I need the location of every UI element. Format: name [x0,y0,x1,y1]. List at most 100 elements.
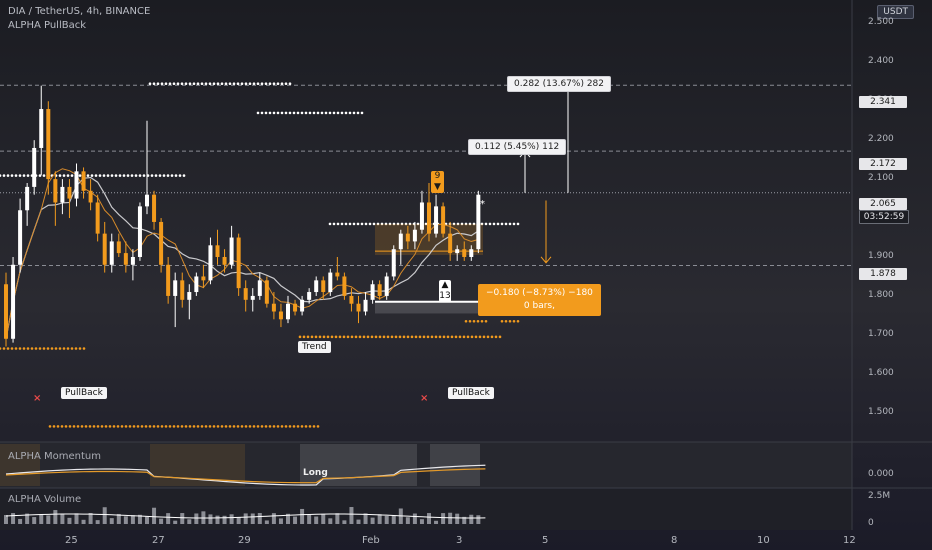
level-dot [98,174,102,177]
support-dot [272,425,276,428]
support-dot [326,335,330,339]
support-dot [312,425,316,428]
candle-body [370,284,375,300]
support-dot [248,425,252,428]
price-label-2172: 2.172 [859,158,907,170]
level-dot [134,174,138,177]
candle-body [398,233,403,250]
price-tick: 2.100 [868,173,894,184]
support-dot [224,425,228,428]
drop-measure-line2: 0 bars, [523,301,555,311]
support-dot [46,347,50,350]
drop-measure-label[interactable]: −0.180 (−8.73%) −180 0 bars, [478,284,601,316]
level-dot [220,82,224,86]
level-dot [292,111,296,115]
level-dot [148,82,152,86]
level-dot [348,222,352,226]
level-dot [284,111,288,115]
support-dot [228,425,232,428]
support-dot [504,319,508,323]
volume-bar [137,514,142,524]
support-dot [140,425,144,428]
level-dot [400,222,404,226]
volume-bar [102,507,107,524]
volume-bar [356,519,361,524]
level-dot [130,174,134,177]
candle-body [384,276,389,296]
support-dot [196,425,200,428]
time-tick: 12 [843,535,856,546]
support-dot [454,335,458,339]
support-dot [18,347,22,350]
support-dot [434,335,438,339]
candle-body [328,272,333,293]
support-dot [422,335,426,339]
arrow-head [540,256,552,264]
level-dot [208,82,212,86]
support-dot [346,335,350,339]
momentum-shade [0,444,40,486]
support-dot [362,335,366,339]
support-dot [204,425,208,428]
candle-body [67,186,72,199]
candle-body [321,280,326,293]
support-dot [10,347,14,350]
candle-body [88,190,93,203]
support-dot [74,347,78,350]
level-dot [252,82,256,86]
candle-body [476,194,481,250]
support-dot [96,425,100,428]
support-dot [88,425,92,428]
candle-body [229,237,234,265]
support-dot [310,335,314,339]
support-dot [406,335,410,339]
level-dot [204,82,208,86]
support-dot [58,347,62,350]
candle-body [377,284,382,296]
price-tick: 1.900 [868,250,894,261]
level-dot [244,82,248,86]
level-dot [512,222,516,226]
cross-icon: × [33,393,42,404]
level-dot [256,82,260,86]
volume-bar [307,515,312,524]
support-dot [302,335,306,339]
support-dot [314,335,318,339]
support-dot [450,335,454,339]
support-dot [200,425,204,428]
support-dot [116,425,120,428]
time-tick: 5 [542,535,549,546]
price-tick: 2.400 [868,56,894,67]
support-dot [468,319,472,323]
candle-body [46,109,51,180]
volume-bar [328,518,333,524]
support-dot [260,425,264,428]
momentum-shade [365,444,387,486]
volume-bar [180,513,185,524]
level-dot [288,82,292,86]
level-dot [212,82,216,86]
volume-axis-top: 2.5M [868,491,891,501]
level-dot [356,222,360,226]
support-dot [268,425,272,428]
level-dot [340,111,344,115]
target-mid-label[interactable]: 0.112 (5.45%) 112 [468,139,567,155]
currency-button[interactable]: USDT [877,5,914,19]
count-nine-text: 9 [434,171,441,181]
volume-bar [39,514,44,524]
volume-bar [419,519,424,524]
support-dot [414,335,418,339]
level-dot [280,111,284,115]
momentum-axis-zero: 0.000 [868,469,894,479]
volume-bar [384,515,389,524]
support-dot [208,425,212,428]
level-dot [260,82,264,86]
candle-body [102,233,107,265]
level-dot [296,111,300,115]
support-dot [382,335,386,339]
time-tick: 3 [456,535,463,546]
level-dot [106,174,110,177]
target-high-label[interactable]: 0.282 (13.67%) 282 [507,76,612,92]
level-dot [472,222,476,226]
